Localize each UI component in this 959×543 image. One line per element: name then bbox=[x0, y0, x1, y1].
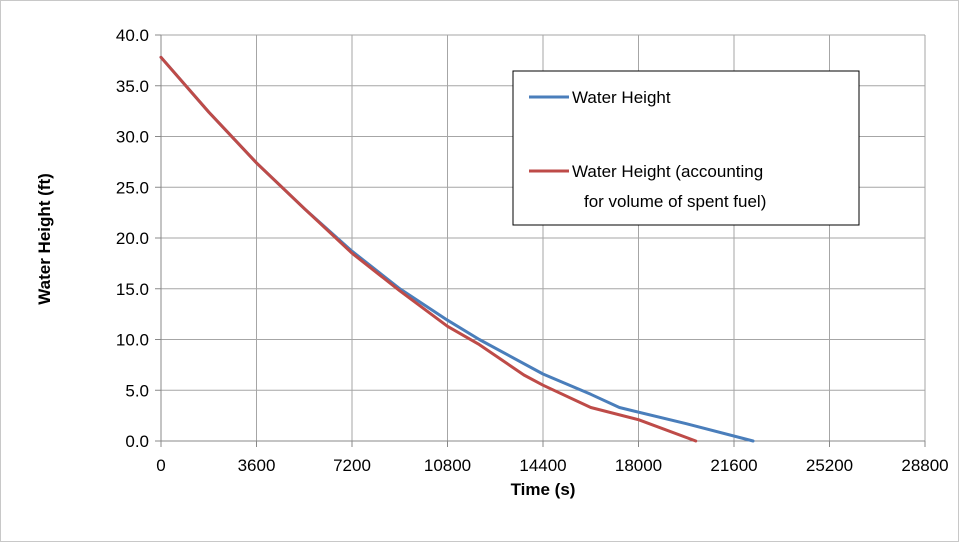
x-tick-label: 7200 bbox=[333, 456, 371, 475]
x-tick-label: 28800 bbox=[901, 456, 948, 475]
legend-label-water-height-spent-fuel-line1: Water Height (accounting bbox=[572, 162, 763, 181]
y-tick-label: 35.0 bbox=[116, 77, 149, 96]
y-tick-label: 20.0 bbox=[116, 229, 149, 248]
x-tick-label: 25200 bbox=[806, 456, 853, 475]
legend: Water Height Water Height (accounting fo… bbox=[512, 70, 860, 226]
x-tick-label: 0 bbox=[156, 456, 165, 475]
legend-label-water-height-spent-fuel-line2: for volume of spent fuel) bbox=[584, 192, 766, 211]
y-tick-label: 0.0 bbox=[125, 432, 149, 451]
series-line-water-height-spent-fuel bbox=[159, 55, 698, 443]
y-tick-label: 30.0 bbox=[116, 128, 149, 147]
y-tick-label: 15.0 bbox=[116, 280, 149, 299]
tick-labels: 0 3600 7200 10800 14400 18000 21600 25200 28800 0… bbox=[116, 26, 949, 475]
legend-box bbox=[512, 70, 860, 226]
legend-label-water-height: Water Height bbox=[572, 88, 671, 107]
series-lines bbox=[159, 55, 755, 443]
y-tick-label: 10.0 bbox=[116, 331, 149, 350]
x-axis-title: Time (s) bbox=[511, 480, 576, 499]
x-tick-label: 10800 bbox=[424, 456, 471, 475]
y-tick-label: 40.0 bbox=[116, 26, 149, 45]
y-tick-label: 5.0 bbox=[125, 381, 149, 400]
y-tick-label: 25.0 bbox=[116, 178, 149, 197]
y-axis-title: Water Height (ft) bbox=[35, 173, 54, 305]
x-tick-label: 3600 bbox=[238, 456, 276, 475]
x-tick-label: 14400 bbox=[519, 456, 566, 475]
x-tick-label: 18000 bbox=[615, 456, 662, 475]
x-tick-label: 21600 bbox=[710, 456, 757, 475]
